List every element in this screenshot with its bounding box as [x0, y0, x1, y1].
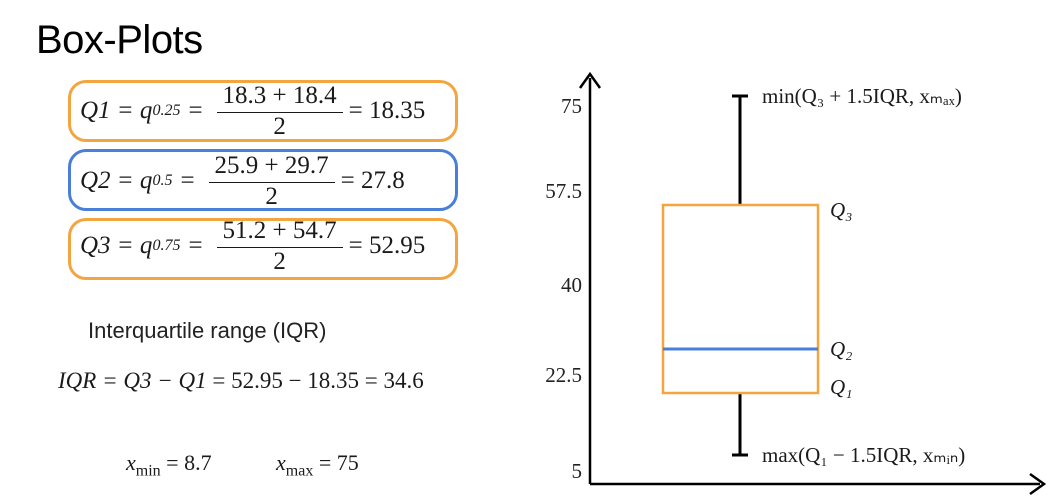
q1-fraction: 18.3 + 18.4 2	[216, 82, 343, 141]
q3-formula: Q3 = q 0.75 = 51.2 + 54.7 2 = 52.95	[80, 216, 426, 276]
q3-subscript: 0.75	[152, 237, 181, 254]
q2-formula: Q2 = q 0.5 = 25.9 + 29.7 2 = 27.8	[80, 151, 405, 211]
upper-fence-label: min(Q₃ + 1.5IQR, xₘₐₓ)	[762, 84, 962, 108]
iqr-formula-lhs: IQR = Q3 − Q1	[58, 368, 207, 393]
y-tick-label: 5	[572, 459, 583, 483]
y-tick-label: 75	[561, 94, 582, 118]
q2-lhs: Q2 = q	[80, 167, 153, 194]
y-tick-label: 57.5	[545, 179, 582, 203]
page-title: Box-Plots	[36, 18, 203, 62]
iqr-formula: IQR = Q3 − Q1 = 52.95 − 18.35 = 34.6	[58, 368, 424, 394]
iqr-box	[661, 203, 820, 395]
q1-denominator: 2	[273, 112, 286, 140]
y-tick-label: 22.5	[545, 363, 582, 387]
q1-formula: Q1 = q 0.25 = 18.3 + 18.4 2 = 18.35	[80, 81, 426, 141]
q3-lhs: Q3 = q	[80, 232, 153, 259]
xmax-value: xmax = 75	[276, 450, 359, 480]
q3-denominator: 2	[273, 247, 286, 275]
iqr-heading: Interquartile range (IQR)	[88, 318, 327, 343]
lower-fence-label: max(Q₁ − 1.5IQR, xₘᵢₙ)	[762, 443, 965, 467]
q1-subscript: 0.25	[152, 102, 181, 119]
y-tick-label: 40	[561, 273, 582, 297]
q3-numerator: 51.2 + 54.7	[216, 217, 343, 248]
q1-label: Q₁	[830, 375, 852, 399]
q2-subscript: 0.5	[152, 172, 173, 189]
xmin-subscript: min	[135, 462, 161, 480]
q3-label: Q₃	[830, 198, 852, 222]
xmin-value: xmin = 8.7	[126, 450, 212, 480]
q1-lhs: Q1 = q	[80, 97, 153, 124]
q3-highlight-box	[68, 218, 458, 280]
xmin-symbol: x	[126, 450, 136, 475]
q2-numerator: 25.9 + 29.7	[208, 152, 335, 183]
q1-numerator: 18.3 + 18.4	[216, 82, 343, 113]
xmin-number: = 8.7	[166, 450, 212, 475]
xmax-symbol: x	[276, 450, 286, 475]
q1-result: = 18.35	[348, 97, 426, 124]
q2-label: Q₂	[830, 337, 852, 361]
q3-result: = 52.95	[348, 232, 426, 259]
xmax-subscript: max	[285, 462, 314, 480]
q2-fraction: 25.9 + 29.7 2	[208, 152, 335, 211]
iqr-formula-rhs: = 52.95 − 18.35 = 34.6	[212, 368, 424, 393]
q2-result: = 27.8	[340, 167, 405, 194]
q1-highlight-box	[68, 80, 458, 142]
y-axis-arrow	[578, 71, 602, 89]
q2-denominator: 2	[265, 182, 278, 210]
xmax-number: = 75	[318, 450, 359, 475]
q2-highlight-box	[68, 149, 458, 211]
x-axis-arrow	[1029, 472, 1047, 496]
q3-fraction: 51.2 + 54.7 2	[216, 217, 343, 276]
